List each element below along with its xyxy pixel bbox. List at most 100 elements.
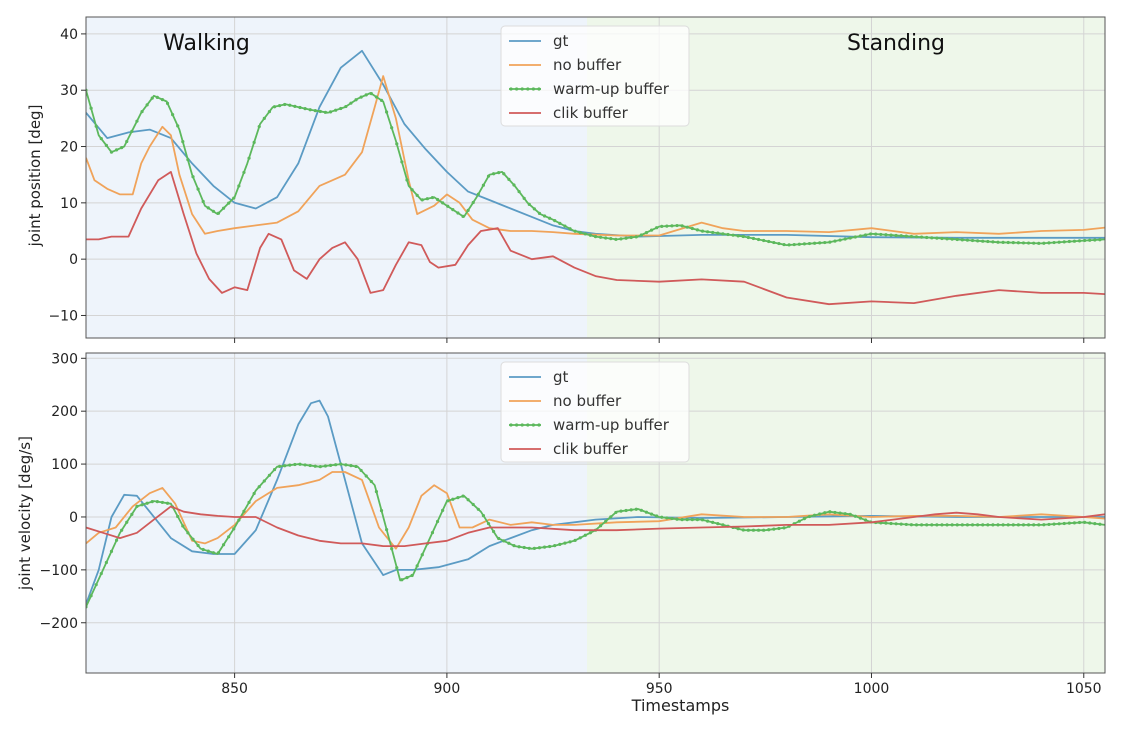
series-marker-warm-up-buffer [150,96,154,100]
series-marker-warm-up-buffer [278,104,282,108]
series-marker-warm-up-buffer [94,583,98,587]
series-marker-warm-up-buffer [232,196,236,200]
x-tick-label: 1000 [854,681,890,697]
y-tick-label: −10 [48,308,78,324]
series-marker-warm-up-buffer [741,234,745,239]
series-marker-warm-up-buffer [578,536,582,540]
series-marker-warm-up-buffer [1032,523,1036,527]
series-marker-warm-up-buffer [492,529,496,534]
series-marker-warm-up-buffer [130,129,134,133]
series-marker-warm-up-buffer [211,209,215,213]
series-marker-warm-up-buffer [777,241,781,246]
series-marker-warm-up-buffer [1021,523,1026,527]
series-marker-warm-up-buffer [374,489,379,494]
series-marker-warm-up-buffer [160,97,165,102]
series-marker-warm-up-buffer [1016,241,1020,245]
series-marker-warm-up-buffer [288,463,292,467]
series-marker-warm-up-buffer [853,514,857,518]
series-marker-warm-up-buffer [1037,523,1041,527]
series-marker-warm-up-buffer [171,113,175,117]
series-marker-warm-up-buffer [950,237,954,241]
series-marker-warm-up-buffer [690,518,694,522]
series-marker-warm-up-buffer [1083,520,1087,524]
series-marker-warm-up-buffer [904,522,908,527]
series-marker-warm-up-buffer [965,238,970,242]
series-marker-warm-up-buffer [471,200,475,205]
series-marker-warm-up-buffer [395,566,399,570]
series-marker-warm-up-buffer [746,235,750,240]
series-marker-warm-up-buffer [227,201,231,205]
series-line-clik-buffer [86,505,1105,547]
legend-marker-warm-up-buffer [526,87,530,91]
series-marker-warm-up-buffer [471,502,475,507]
series-marker-warm-up-buffer [925,523,929,527]
series-marker-warm-up-buffer [899,234,903,238]
series-marker-warm-up-buffer [604,519,608,523]
series-marker-warm-up-buffer [930,236,934,240]
series-marker-warm-up-buffer [695,228,700,232]
series-marker-warm-up-buffer [196,543,200,548]
series-marker-warm-up-buffer [507,541,511,545]
series-marker-warm-up-buffer [812,241,817,245]
series-marker-warm-up-buffer [721,523,725,527]
legend-box [500,25,690,127]
series-marker-warm-up-buffer [670,516,674,521]
series-marker-warm-up-buffer [120,146,124,150]
series-marker-warm-up-buffer [186,531,190,535]
series-marker-warm-up-buffer [996,523,1000,527]
series-marker-warm-up-buffer [420,553,424,557]
legend-marker-warm-up-buffer [515,87,519,91]
series-marker-warm-up-buffer [649,228,654,232]
series-marker-warm-up-buffer [904,234,908,238]
plot-area [86,399,1105,609]
series-marker-warm-up-buffer [588,233,593,237]
series-marker-warm-up-buffer [818,241,822,245]
series-marker-warm-up-buffer [955,237,959,242]
series-marker-warm-up-buffer [644,510,649,514]
series-marker-warm-up-buffer [700,229,705,233]
series-marker-warm-up-buffer [247,500,251,504]
series-marker-warm-up-buffer [379,509,384,513]
series-marker-warm-up-buffer [573,538,577,542]
series-marker-warm-up-buffer [680,224,684,228]
legend-marker-warm-up-buffer [509,423,513,427]
series-marker-warm-up-buffer [364,93,368,97]
series-marker-warm-up-buffer [318,465,322,469]
series-marker-warm-up-buffer [685,518,689,522]
series-marker-warm-up-buffer [247,156,251,160]
series-marker-warm-up-buffer [313,109,317,113]
series-marker-warm-up-buffer [1067,239,1071,244]
series-marker-warm-up-buffer [104,143,108,147]
series-marker-warm-up-buffer [695,518,700,522]
series-marker-warm-up-buffer [639,233,643,237]
series-marker-warm-up-buffer [221,543,226,547]
legend-box [500,361,690,463]
series-marker-warm-up-buffer [711,520,715,524]
series-marker-warm-up-buffer [767,528,771,532]
series-marker-warm-up-buffer [914,523,919,527]
series-marker-warm-up-buffer [1093,522,1097,526]
series-marker-warm-up-buffer [884,233,888,237]
series-marker-warm-up-buffer [660,224,664,228]
series-marker-warm-up-buffer [925,235,929,240]
series-marker-warm-up-buffer [991,523,995,527]
series-marker-warm-up-buffer [940,236,944,241]
series-marker-warm-up-buffer [807,514,812,519]
series-marker-warm-up-buffer [165,501,170,505]
series-marker-warm-up-buffer [655,514,659,518]
series-marker-warm-up-buffer [777,526,781,531]
series-marker-warm-up-buffer [451,497,455,501]
series-marker-warm-up-buffer [379,98,384,102]
series-marker-warm-up-buffer [731,233,735,237]
series-marker-warm-up-buffer [869,232,873,236]
series-marker-warm-up-buffer [369,91,373,96]
series-marker-warm-up-buffer [1052,240,1056,245]
series-marker-warm-up-buffer [960,238,964,242]
y-tick-label: −100 [40,563,78,579]
legend-label-gt: gt [553,368,569,386]
series-marker-warm-up-buffer [1006,240,1010,245]
series-marker-warm-up-buffer [598,524,603,528]
series-marker-warm-up-buffer [1011,523,1015,527]
series-marker-warm-up-buffer [1093,238,1097,242]
series-marker-warm-up-buffer [649,512,654,516]
